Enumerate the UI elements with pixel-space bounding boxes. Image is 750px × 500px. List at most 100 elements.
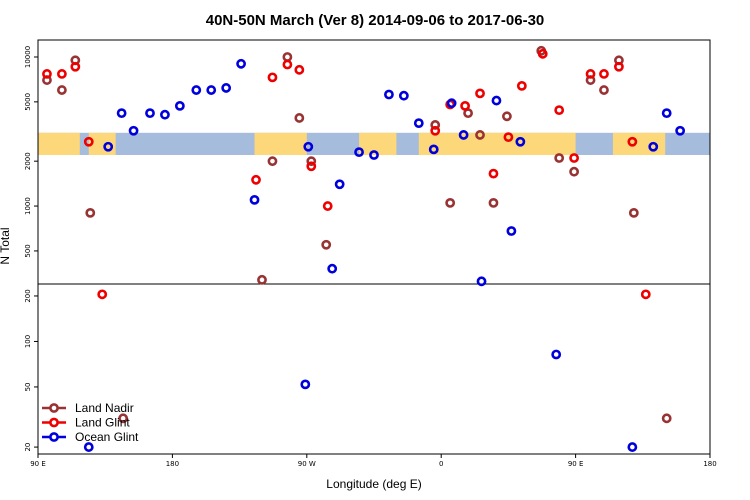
map-band-land-0 <box>38 132 80 156</box>
series-1-point-2 <box>70 61 81 72</box>
series-2-point-21 <box>428 144 439 155</box>
series-0-point-14 <box>475 130 485 140</box>
series-1-point-22 <box>599 69 609 79</box>
series-2-point-23 <box>458 130 469 140</box>
series-1-point-4 <box>97 289 108 300</box>
series-0-point-4 <box>118 413 129 424</box>
series-0-point-8 <box>294 113 305 123</box>
series-1-point-11 <box>430 125 441 136</box>
series-0-point-6 <box>267 156 278 167</box>
series-2-point-29 <box>627 442 638 452</box>
series-2-point-22 <box>446 98 457 109</box>
y-axis-label: N Total <box>0 227 12 264</box>
upper-y-tick-label-2: 2000 <box>24 152 32 170</box>
series-1-point-21 <box>585 69 596 79</box>
series-1-point-20 <box>569 153 580 163</box>
series-2-point-11 <box>249 194 260 205</box>
series-1-point-10 <box>322 201 333 211</box>
series-2-point-27 <box>515 136 526 147</box>
series-2-point-6 <box>174 100 185 111</box>
upper-y-tick-label-0: 500 <box>24 244 32 257</box>
series-2-point-19 <box>398 90 409 101</box>
series-2-point-24 <box>476 276 487 287</box>
series-2-point-15 <box>334 179 345 190</box>
series-1-point-24 <box>627 136 638 147</box>
series-1-point-7 <box>282 59 293 70</box>
series-1-point-3 <box>83 136 94 147</box>
series-1-point-1 <box>56 69 67 79</box>
series-1-point-23 <box>614 61 624 72</box>
series-0-point-24 <box>661 413 672 424</box>
legend-label-0: Land Nadir <box>75 401 134 415</box>
legend-marker-2 <box>49 432 59 442</box>
x-axis-label: Longitude (deg E) <box>326 477 421 491</box>
series-2-point-14 <box>327 263 338 274</box>
series-2-point-7 <box>191 85 202 95</box>
legend-label-2: Ocean Glint <box>75 430 139 444</box>
series-2-point-13 <box>303 141 314 152</box>
legend-marker-0 <box>49 403 59 413</box>
x-tick-label-2: 90 W <box>298 460 316 468</box>
legend-marker-1 <box>49 417 59 428</box>
series-1-point-13 <box>460 100 470 111</box>
lower-panel-frame <box>37 283 711 455</box>
series-0-point-21 <box>599 85 609 95</box>
chart-title: 40N-50N March (Ver 8) 2014-09-06 to 2017… <box>206 12 545 29</box>
series-1-point-9 <box>306 161 317 172</box>
series-2-point-4 <box>145 108 155 119</box>
series-1-point-0 <box>42 69 52 79</box>
series-1-point-6 <box>267 72 278 83</box>
series-2-point-18 <box>384 89 394 100</box>
series-2-point-31 <box>661 108 672 119</box>
series-0-point-1 <box>56 85 67 95</box>
lower-y-tick-label-2: 100 <box>24 335 32 348</box>
map-band-land-2 <box>254 132 307 156</box>
series-2-point-10 <box>236 58 246 69</box>
plot-area: 90 E 180 90 W 0 90 E 180 500 1000 2000 5000 10000 2… <box>24 39 717 468</box>
legend-label-1: Land Glint <box>75 416 130 430</box>
series-0-point-19 <box>569 166 580 177</box>
series-2-point-16 <box>354 147 364 158</box>
x-tick-label-0: 90 E <box>30 460 46 468</box>
series-0-point-9 <box>306 156 317 167</box>
series-1-point-17 <box>516 80 527 91</box>
series-2-point-25 <box>491 95 502 106</box>
series-1-point-16 <box>503 132 514 143</box>
upper-y-tick-label-3: 5000 <box>24 93 32 111</box>
map-band-land-4 <box>418 132 576 156</box>
upper-panel-frame <box>37 39 711 285</box>
series-2-point-2 <box>116 108 127 119</box>
x-tick-label-1: 180 <box>166 460 179 468</box>
series-2-point-12 <box>300 379 311 390</box>
series-2-point-5 <box>160 109 170 120</box>
series-2-point-30 <box>648 141 659 152</box>
series-0-point-7 <box>282 52 293 62</box>
series-0-point-5 <box>257 274 267 285</box>
series-2-point-1 <box>103 141 114 152</box>
upper-y-tick-label-4: 10000 <box>24 46 32 68</box>
series-1-point-25 <box>640 289 651 300</box>
series-2-point-28 <box>551 349 562 360</box>
series-1-point-15 <box>488 168 499 179</box>
series-0-point-16 <box>502 111 512 122</box>
upper-y-tick-label-1: 1000 <box>24 197 32 215</box>
series-2-point-9 <box>221 83 232 93</box>
lower-y-tick-label-1: 50 <box>24 382 32 391</box>
map-band-land-3 <box>359 132 397 156</box>
series-0-point-3 <box>85 207 96 218</box>
series-0-point-23 <box>628 207 639 218</box>
map-band-land-5 <box>612 132 666 156</box>
series-0-point-10 <box>321 239 332 250</box>
series-1-point-8 <box>294 64 305 75</box>
x-tick-label-3: 0 <box>439 460 443 468</box>
series-1-point-19 <box>554 105 565 116</box>
series-2-point-17 <box>369 150 379 160</box>
x-tick-label-4: 90 E <box>568 460 584 468</box>
series-1-point-18 <box>537 48 548 59</box>
series-0-point-15 <box>488 197 499 208</box>
series-2-point-0 <box>83 442 94 452</box>
series-1-point-5 <box>251 174 261 185</box>
series-1-point-14 <box>475 88 485 99</box>
series-0-point-18 <box>554 153 565 163</box>
